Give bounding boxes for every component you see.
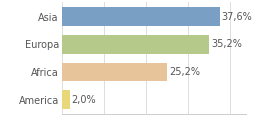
Text: 25,2%: 25,2% (169, 67, 200, 77)
Bar (62, 63, 167, 81)
Text: 35,2%: 35,2% (211, 39, 242, 49)
Text: 37,6%: 37,6% (221, 12, 252, 22)
Bar (62, 7, 220, 26)
Text: 2,0%: 2,0% (72, 95, 96, 105)
Bar (62, 90, 70, 109)
Bar (62, 35, 209, 54)
